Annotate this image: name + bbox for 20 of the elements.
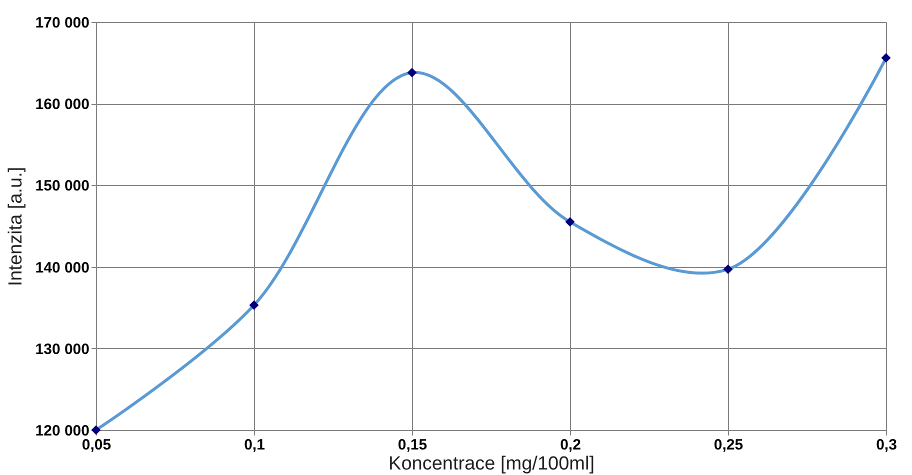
y-tick-label: 170 000 xyxy=(35,14,90,32)
x-tick-label: 0,1 xyxy=(244,436,265,454)
point xyxy=(881,53,891,63)
x-tick-label: 0,05 xyxy=(82,436,112,454)
x-tick-label: 0,15 xyxy=(398,436,428,454)
y-tick-label: 130 000 xyxy=(35,340,90,358)
x-tick-label: 0,3 xyxy=(876,436,897,454)
x-tick-label: 0,25 xyxy=(714,436,744,454)
point xyxy=(407,68,417,78)
y-tick-label: 140 000 xyxy=(35,259,90,276)
y-axis-title: Intenzita [a.u.] xyxy=(5,166,26,286)
x-axis-title: Koncentrace [mg/100ml] xyxy=(388,454,594,474)
x-tick-label: 0,2 xyxy=(560,436,581,454)
y-tick-label: 120 000 xyxy=(35,422,90,440)
y-tick-label: 150 000 xyxy=(35,178,90,195)
y-tick-label: 160 000 xyxy=(35,96,90,114)
point xyxy=(91,425,101,435)
point xyxy=(249,300,259,310)
point xyxy=(565,217,575,227)
point xyxy=(723,264,733,274)
